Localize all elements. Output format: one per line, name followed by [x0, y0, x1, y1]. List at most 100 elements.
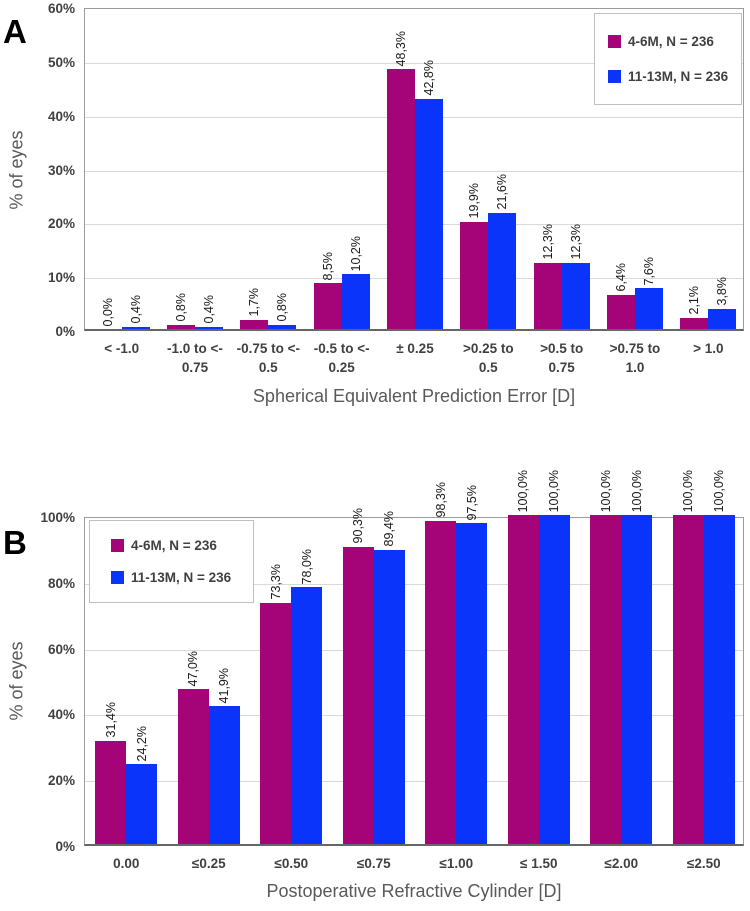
y-axis-tick-label: 40%: [47, 108, 75, 124]
bar-value-label: 0,0%: [100, 297, 115, 327]
y-axis-tick-label: 40%: [47, 707, 75, 723]
x-axis-category-label: ≤2.50: [686, 856, 721, 871]
bar-value-label: 100,0%: [629, 469, 644, 512]
bar-value-label: 0,4%: [128, 295, 143, 324]
bar: [607, 294, 635, 329]
x-axis-category-label: 0.00: [113, 856, 140, 871]
y-axis-tick-label: 60%: [47, 641, 75, 657]
bar-value-label: 98,3%: [433, 482, 448, 518]
bar: [538, 515, 570, 844]
panel-b-letter: B: [3, 524, 27, 561]
y-axis-tick-label: 50%: [47, 54, 75, 70]
bar-value-label: 1,7%: [247, 288, 262, 317]
y-axis-tick-label: 30%: [47, 162, 75, 178]
x-axis-category-label: ≤0.25: [191, 856, 226, 871]
bar-value-label: 0,8%: [174, 293, 188, 322]
bar-value-label: 100,0%: [547, 469, 562, 512]
y-axis-tick-label: 0%: [55, 839, 75, 854]
bar: [415, 98, 443, 329]
bar: [672, 515, 704, 844]
bar-value-label: 6,4%: [614, 263, 628, 292]
y-axis-tick-label: 60%: [47, 1, 75, 16]
bar-value-label: 19,9%: [467, 183, 482, 219]
bar: [260, 602, 292, 844]
bar-value-label: 0,8%: [275, 293, 290, 322]
bar-value-label: 8,5%: [320, 251, 335, 281]
legend-item-label: 11-13M, N = 236: [131, 570, 232, 585]
bar: [387, 69, 415, 329]
bar-value-label: 21,6%: [495, 174, 510, 210]
bar-value-label: 47,0%: [186, 650, 201, 687]
bar: [561, 262, 590, 329]
y-axis-tick-label: 0%: [55, 324, 75, 339]
panel-b-x-axis-title: Postoperative Refractive Cylinder [D]: [266, 881, 562, 901]
x-axis-category-label: > 1.0: [693, 341, 724, 356]
bar: [291, 587, 323, 844]
bar-value-label: 78,0%: [299, 548, 314, 585]
legend-item: 11-13M, N = 236: [595, 69, 741, 84]
bar: [126, 764, 158, 844]
x-axis-category-label: >0.75 to 1.0: [609, 341, 661, 375]
bar-value-label: 100,0%: [681, 469, 696, 512]
x-axis-category-label: ≤0.75: [356, 856, 391, 871]
legend-color-swatch-icon: [111, 571, 124, 584]
gridline: [85, 62, 743, 64]
legend-color-swatch-icon: [111, 539, 124, 552]
y-axis-tick-label: 100%: [40, 510, 75, 525]
legend: 4-6M, N = 236 11-13M, N = 236: [594, 13, 742, 105]
bar: [208, 706, 240, 844]
x-axis-category-label: < -1.0: [104, 341, 140, 356]
legend-color-swatch-icon: [608, 70, 621, 83]
bar-value-label: 90,3%: [351, 508, 366, 544]
bar: [708, 308, 737, 329]
y-axis-tick-label: 80%: [47, 575, 75, 591]
bar: [507, 515, 539, 844]
bar: [240, 319, 269, 329]
bar: [425, 520, 457, 844]
legend-item: 4-6M, N = 236: [595, 34, 741, 49]
legend-item-label: 11-13M, N = 236: [628, 69, 729, 84]
bar-value-label: 10,2%: [348, 235, 363, 272]
bar: [121, 326, 150, 329]
y-axis-tick-label: 20%: [47, 773, 75, 789]
bar: [703, 515, 735, 844]
bar-value-label: 100,0%: [516, 469, 531, 512]
x-axis-category-label: -0.5 to <- 0.25: [313, 341, 370, 375]
bar-value-label: 100,0%: [712, 469, 727, 512]
bar-value-label: 2,1%: [687, 286, 702, 315]
bar: [341, 274, 370, 329]
x-axis-category-label: >0.5 to 0.75: [540, 341, 584, 375]
x-axis-category-label: -1.0 to <- 0.75: [167, 341, 223, 375]
x-axis-category-label: ≤1.00: [439, 856, 474, 871]
bar-value-label: 0,4%: [202, 295, 216, 324]
gridline: [85, 781, 743, 783]
bar: [95, 740, 127, 844]
x-axis-category-label: ≤ 1.50: [520, 856, 558, 871]
bar: [373, 549, 405, 844]
bar: [195, 326, 223, 329]
bar: [533, 262, 562, 329]
bar-value-label: 31,4%: [103, 702, 118, 738]
bar: [167, 324, 195, 329]
bar-value-label: 48,3%: [394, 30, 408, 66]
bar-value-label: 97,5%: [464, 484, 479, 521]
bar-value-label: 12,3%: [568, 224, 583, 260]
x-axis-category-label: ≤0.50: [274, 856, 309, 871]
bar-value-label: 7,6%: [642, 256, 656, 286]
panel-a-plot-area: 0% 10% 20% 30% 40% 50% 60% < -1.0 -1.0 to <- 0.7…: [48, 1, 744, 375]
legend-color-swatch-icon: [608, 35, 621, 48]
bar-value-label: 42,8%: [422, 60, 436, 96]
x-axis-category-label: ≤2.00: [604, 856, 639, 871]
bar-value-label: 73,3%: [268, 564, 283, 600]
legend-item-label: 4-6M, N = 236: [628, 34, 714, 49]
bar: [313, 283, 342, 329]
bar: [590, 515, 622, 844]
gridline: [85, 715, 743, 717]
legend-item-label: 4-6M, N = 236: [131, 538, 217, 553]
bar: [456, 523, 488, 844]
legend-item: 4-6M, N = 236: [90, 538, 253, 553]
panel-a-letter: A: [3, 13, 27, 50]
gridline: [85, 649, 743, 651]
panel-a-x-axis-title: Spherical Equivalent Prediction Error [D…: [252, 386, 576, 406]
